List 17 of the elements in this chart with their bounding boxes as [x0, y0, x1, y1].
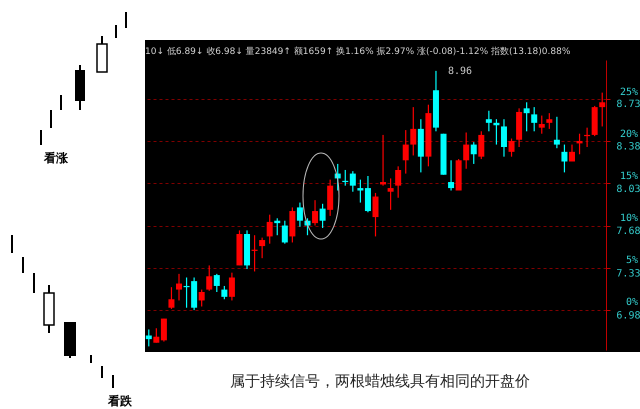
y-tick-label: 8.03	[616, 184, 640, 195]
y2-tick-label: 25%	[620, 86, 638, 99]
text: 看涨	[44, 150, 68, 167]
text: 属于持续信号，两根蜡烛线具有相同的开盘价	[229, 372, 531, 391]
y-tick-label: 8.73	[616, 99, 640, 110]
y2-tick-label: 10%	[620, 213, 638, 226]
y2-tick-label: 5%	[626, 255, 638, 268]
y-tick-label: 7.68	[616, 226, 640, 238]
text: 看跌	[108, 393, 132, 409]
chart-title: 10↓ 低6.89↓ 收6.98↓ 量23849↑ 额1659↑ 换1.16% 振2.97% 涨(-0.08)-1.12% 指数(13.18)0.88%	[145, 46, 571, 57]
y-tick-label: 7.33	[616, 268, 640, 280]
y-tick-label: 6.98	[616, 310, 640, 322]
y2-tick-label: 20%	[620, 128, 638, 141]
y-tick-label: 8.38	[616, 141, 640, 152]
y2-tick-label: 0%	[626, 297, 638, 310]
annotation: 8.96	[448, 66, 472, 77]
y2-tick-label: 15%	[620, 170, 638, 183]
